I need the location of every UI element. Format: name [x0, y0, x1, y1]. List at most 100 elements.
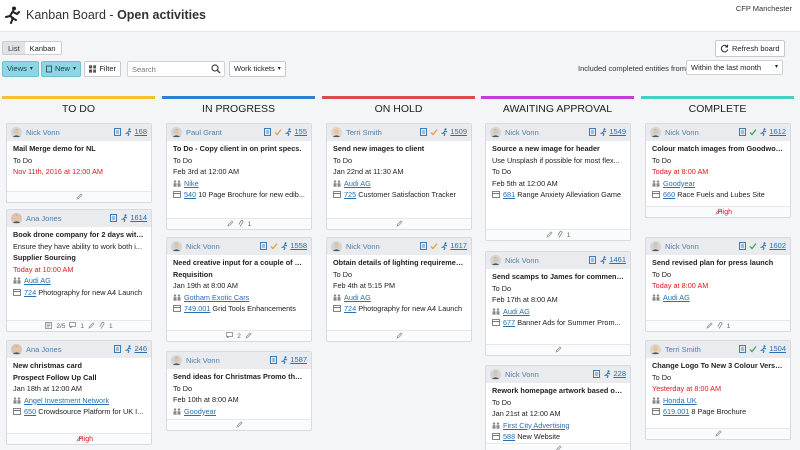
task-icon[interactable] [260, 241, 268, 250]
check-icon[interactable] [749, 242, 757, 250]
edit-icon[interactable] [227, 219, 234, 229]
activity-card[interactable]: Terri Smith 1504 Change Logo To New 3 Colo… [645, 340, 791, 440]
activity-card[interactable]: Nick Vonn 1602 Send revised plan for press… [645, 237, 791, 332]
project-number-link[interactable]: 677 [503, 318, 516, 327]
owner-name[interactable]: Nick Vonn [26, 128, 60, 137]
activity-id-link[interactable]: 1558 [290, 241, 307, 250]
edit-icon[interactable] [395, 219, 403, 229]
owner-name[interactable]: Ana Jones [26, 214, 62, 223]
activity-card[interactable]: Terri Smith 1509 Send new images to client… [326, 123, 472, 230]
work-tickets-dropdown[interactable]: Work tickets ▾ [229, 61, 286, 77]
edit-icon[interactable] [88, 321, 95, 331]
task-icon[interactable] [739, 241, 747, 250]
activity-id-link[interactable]: 1504 [769, 344, 786, 353]
activity-id-link[interactable]: 1587 [290, 355, 307, 364]
refresh-board-button[interactable]: Refresh board [715, 40, 785, 57]
search-input[interactable] [128, 62, 208, 76]
kanban-view-button[interactable]: Kanban [24, 42, 61, 54]
company-link[interactable]: Audi AG [24, 276, 51, 285]
owner-name[interactable]: Paul Grant [186, 128, 222, 137]
activity-card[interactable]: Nick Vonn 228 Rework homepage artwork base… [485, 365, 631, 450]
project-number-link[interactable]: 724 [344, 304, 357, 313]
activity-card[interactable]: Nick Vonn 168 Mail Merge demo for NL To Do N… [6, 123, 152, 203]
views-button[interactable]: Views ▾ [2, 61, 39, 77]
activity-id-link[interactable]: 155 [294, 127, 307, 136]
org-name[interactable]: CFP Manchester [735, 4, 792, 13]
project-number-link[interactable]: 660 [663, 190, 676, 199]
activity-id-link[interactable]: 1549 [609, 127, 626, 136]
company-link[interactable]: Audi AG [503, 306, 530, 316]
edit-icon[interactable] [554, 345, 562, 355]
company-link[interactable]: First City Advertising [503, 420, 570, 430]
edit-icon[interactable] [235, 420, 243, 430]
task-icon[interactable] [420, 127, 428, 136]
search-icon[interactable] [211, 64, 221, 74]
task-icon[interactable] [110, 213, 118, 222]
activity-card[interactable]: Nick Vonn 1617 Obtain details of lighting … [326, 237, 472, 342]
edit-icon[interactable] [546, 230, 553, 240]
activity-id-link[interactable]: 1617 [450, 241, 467, 250]
company-link[interactable]: Goodyear [184, 406, 217, 416]
company-link[interactable]: Goodyear [663, 178, 696, 188]
task-icon[interactable] [114, 127, 122, 136]
activity-card[interactable]: Nick Vonn 1587 Send ideas for Christmas Pr… [166, 351, 312, 431]
activity-card[interactable]: Nick Vonn 1612 Colour match images from Go… [645, 123, 791, 218]
activity-card[interactable]: Nick Vonn 1549 Source a new image for head… [485, 123, 631, 241]
owner-name[interactable]: Nick Vonn [505, 370, 539, 379]
owner-name[interactable]: Ana Jones [26, 345, 62, 354]
task-icon[interactable] [593, 369, 601, 378]
task-icon[interactable] [739, 127, 747, 136]
activity-card[interactable]: Nick Vonn 1461 Send scamps to James for co… [485, 251, 631, 356]
company-link[interactable]: Gotham Exotic Cars [184, 292, 250, 302]
activity-card[interactable]: Paul Grant 155 To Do - Copy client in on p… [166, 123, 312, 230]
new-button[interactable]: New ▾ [41, 61, 81, 77]
list-view-button[interactable]: List [3, 42, 25, 54]
activity-id-link[interactable]: 1614 [130, 213, 147, 222]
activity-id-link[interactable]: 1602 [769, 241, 786, 250]
company-link[interactable]: Angel Investment Network [24, 395, 110, 405]
owner-name[interactable]: Nick Vonn [186, 356, 220, 365]
edit-icon[interactable] [395, 331, 403, 341]
company-link[interactable]: Audi AG [344, 292, 371, 302]
check-icon[interactable] [430, 242, 438, 250]
activity-id-link[interactable]: 228 [613, 369, 626, 378]
check-icon[interactable] [270, 242, 278, 250]
edit-icon[interactable] [714, 207, 722, 217]
activity-card[interactable]: Nick Vonn 1558 Need creative input for a c… [166, 237, 312, 342]
project-number-link[interactable]: 650 [24, 407, 37, 416]
owner-name[interactable]: Terri Smith [346, 128, 382, 137]
edit-icon[interactable] [245, 331, 252, 341]
company-link[interactable]: Nike [184, 178, 199, 188]
owner-name[interactable]: Nick Vonn [505, 256, 539, 265]
edit-icon[interactable] [714, 429, 722, 439]
activity-id-link[interactable]: 1612 [769, 127, 786, 136]
company-link[interactable]: Honda UK [663, 395, 697, 405]
owner-name[interactable]: Nick Vonn [505, 128, 539, 137]
project-number-link[interactable]: 749.001 [184, 304, 211, 313]
task-icon[interactable] [589, 255, 597, 264]
task-icon[interactable] [589, 127, 597, 136]
activity-id-link[interactable]: 1461 [609, 255, 626, 264]
owner-name[interactable]: Nick Vonn [346, 242, 380, 251]
activity-id-link[interactable]: 1509 [450, 127, 467, 136]
activity-id-link[interactable]: 168 [134, 127, 147, 136]
owner-name[interactable]: Terri Smith [665, 345, 701, 354]
edit-icon[interactable] [75, 192, 83, 202]
owner-name[interactable]: Nick Vonn [665, 242, 699, 251]
task-icon[interactable] [270, 355, 278, 364]
project-number-link[interactable]: 681 [503, 190, 516, 199]
company-link[interactable]: Audi AG [663, 292, 690, 302]
task-icon[interactable] [264, 127, 272, 136]
project-number-link[interactable]: 540 [184, 190, 197, 199]
task-icon[interactable] [420, 241, 428, 250]
check-icon[interactable] [749, 345, 757, 353]
included-range-select[interactable]: Within the last month ▾ [686, 60, 783, 75]
filter-button[interactable]: Filter [84, 61, 121, 77]
edit-icon[interactable] [75, 434, 83, 444]
check-icon[interactable] [274, 128, 282, 136]
check-icon[interactable] [749, 128, 757, 136]
owner-name[interactable]: Nick Vonn [665, 128, 699, 137]
project-number-link[interactable]: 588 [503, 432, 516, 441]
activity-id-link[interactable]: 246 [134, 344, 147, 353]
project-number-link[interactable]: 725 [344, 190, 357, 199]
